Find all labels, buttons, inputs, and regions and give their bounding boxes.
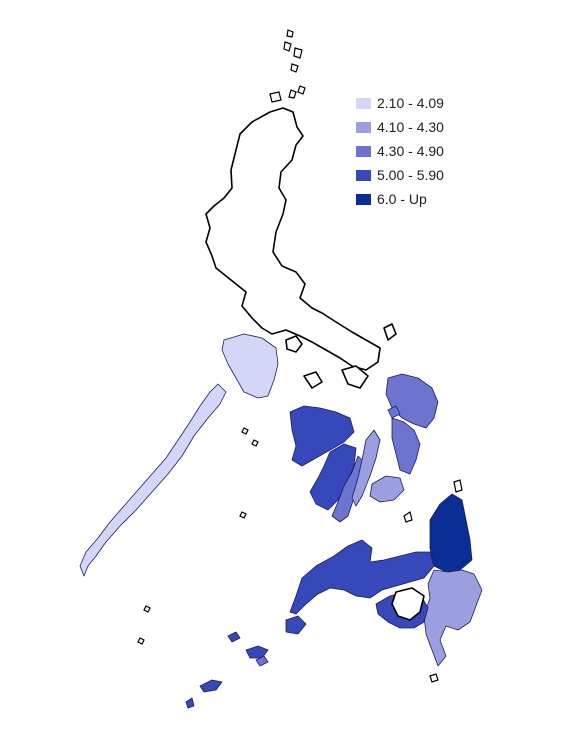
- region-cebu: [351, 429, 381, 507]
- region-leyte: [391, 417, 421, 475]
- map-legend: 2.10 - 4.09 4.10 - 4.30 4.30 - 4.90 5.00…: [356, 91, 444, 211]
- legend-label: 4.10 - 4.30: [377, 119, 444, 135]
- region-panay: [289, 405, 355, 467]
- legend-label: 4.30 - 4.90: [377, 143, 444, 159]
- legend-swatch: [356, 121, 371, 133]
- islet: [429, 673, 439, 683]
- legend-swatch: [356, 145, 371, 157]
- islet: [251, 439, 259, 447]
- luzon-landmass: [205, 107, 381, 371]
- islet-catanduanes: [383, 323, 397, 341]
- islet: [403, 511, 413, 523]
- region-mindoro: [221, 333, 279, 399]
- legend-label: 2.10 - 4.09: [377, 95, 444, 111]
- islet: [241, 427, 249, 435]
- islet: [283, 41, 292, 52]
- islet: [290, 63, 299, 73]
- legend-swatch: [356, 169, 371, 181]
- islet-romblon: [303, 371, 323, 389]
- region-tawi-tawi: [199, 679, 223, 693]
- region-armm-no-data: [391, 587, 425, 621]
- islet-marinduque: [285, 335, 303, 353]
- islet: [143, 605, 151, 613]
- region-zamboanga-northern-mindanao: [289, 539, 435, 615]
- islet: [293, 47, 303, 59]
- islet: [286, 29, 294, 38]
- islet: [453, 479, 463, 493]
- legend-item: 4.10 - 4.30: [356, 115, 444, 139]
- region-caraga: [429, 493, 473, 573]
- region-tawi-tawi-2: [185, 697, 195, 709]
- islet-masbate: [341, 365, 369, 389]
- legend-swatch: [356, 97, 371, 109]
- region-sulu-1: [245, 645, 269, 659]
- islet: [288, 89, 297, 99]
- region-basilan: [285, 615, 307, 635]
- legend-item: 6.0 - Up: [356, 187, 444, 211]
- region-palawan: [79, 383, 227, 577]
- region-davao: [423, 569, 483, 667]
- region-biliran: [387, 405, 401, 419]
- region-sulu-3: [255, 655, 269, 667]
- region-sulu-2: [227, 631, 241, 643]
- region-negros-occidental: [309, 443, 357, 511]
- legend-item: 2.10 - 4.09: [356, 91, 444, 115]
- legend-label: 6.0 - Up: [377, 191, 427, 207]
- islet: [137, 637, 145, 645]
- legend-swatch: [356, 193, 371, 205]
- region-bohol: [369, 475, 405, 503]
- legend-item: 5.00 - 5.90: [356, 163, 444, 187]
- islet: [297, 85, 306, 95]
- legend-item: 4.30 - 4.90: [356, 139, 444, 163]
- legend-label: 5.00 - 5.90: [377, 167, 444, 183]
- islet: [239, 511, 247, 519]
- islet: [269, 91, 282, 103]
